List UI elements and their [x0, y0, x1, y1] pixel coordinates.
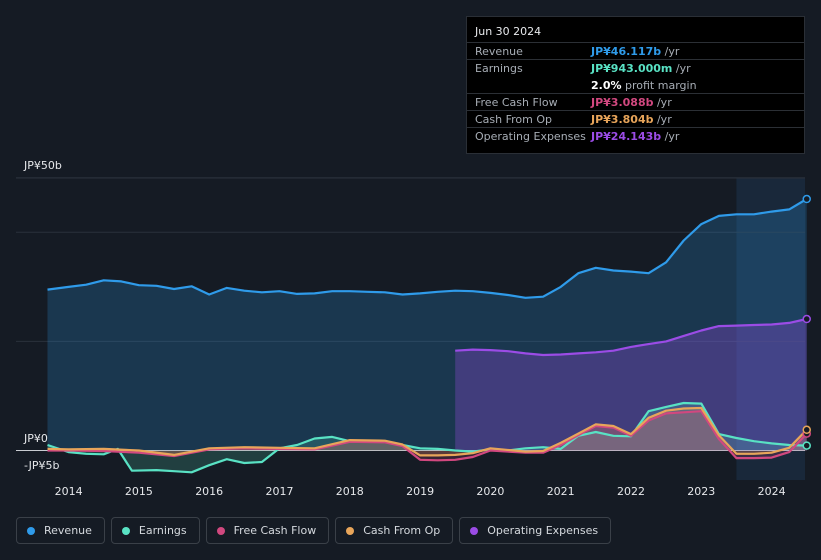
revenue-line: [47, 198, 808, 299]
legend-dot-icon: [121, 526, 130, 535]
data-tooltip: Jun 30 2024 Revenue JP¥46.117b /yr Earni…: [466, 16, 805, 154]
revenue-end-point: [802, 194, 811, 204]
tooltip-value: JP¥3.088b /yr: [591, 96, 672, 109]
x-tick-label: 2023: [687, 485, 715, 498]
operating-expenses-line: [455, 317, 807, 357]
legend-item-free-cash-flow[interactable]: Free Cash Flow: [205, 517, 330, 544]
legend-dot-icon: [346, 526, 355, 535]
x-tick-label: 2015: [125, 485, 153, 498]
tooltip-label: Operating Expenses: [475, 130, 586, 143]
tooltip-label: Earnings: [475, 62, 523, 75]
tooltip-value: 2.0% profit margin: [591, 79, 697, 92]
earnings-area: [47, 403, 807, 473]
x-tick-label: 2019: [406, 485, 434, 498]
legend-label: Earnings: [138, 524, 187, 537]
free-cash-flow-area: [47, 411, 807, 461]
earnings-line: [47, 401, 807, 474]
tooltip-label: Revenue: [475, 45, 523, 58]
operating-expenses-end-point: [802, 314, 811, 324]
tooltip-row-fcf: Free Cash Flow JP¥3.088b /yr: [467, 93, 804, 111]
x-tick-label: 2014: [55, 485, 83, 498]
cash-from-op-end-point: [802, 425, 811, 435]
y-axis-zero-label: JP¥0: [24, 432, 48, 445]
legend-label: Revenue: [44, 524, 92, 537]
y-axis-bottom-label: -JP¥5b: [24, 459, 60, 472]
legend-dot-icon: [27, 526, 35, 535]
operating-expenses-area: [455, 319, 807, 451]
cash-from-op-line: [47, 406, 808, 457]
earnings-end-point: [802, 441, 811, 450]
y-axis-top-label: JP¥50b: [24, 159, 62, 172]
legend-item-revenue[interactable]: Revenue: [16, 517, 105, 544]
tooltip-label: Cash From Op: [475, 113, 553, 126]
revenue-area: [47, 199, 807, 451]
legend-item-earnings[interactable]: Earnings: [110, 517, 200, 544]
x-tick-label: 2018: [336, 485, 364, 498]
tooltip-row-earnings: Earnings JP¥943.000m /yr: [467, 59, 804, 77]
tooltip-row-cfo: Cash From Op JP¥3.804b /yr: [467, 110, 804, 128]
tooltip-date: Jun 30 2024: [475, 25, 542, 38]
chart-legend: Revenue Earnings Free Cash Flow Cash Fro…: [16, 517, 612, 545]
tooltip-value: JP¥24.143b /yr: [591, 130, 680, 143]
tooltip-row-margin: 2.0% profit margin: [467, 76, 804, 94]
cash-from-op-area: [47, 408, 807, 456]
highlight-region: [736, 178, 805, 480]
legend-item-cash-from-op[interactable]: Cash From Op: [335, 517, 454, 544]
x-tick-label: 2016: [195, 485, 223, 498]
tooltip-row-revenue: Revenue JP¥46.117b /yr: [467, 42, 804, 60]
legend-label: Free Cash Flow: [233, 524, 317, 537]
x-tick-label: 2022: [617, 485, 645, 498]
plot-background: [16, 178, 805, 480]
x-tick-label: 2021: [547, 485, 575, 498]
tooltip-label: Free Cash Flow: [475, 96, 558, 109]
legend-label: Cash From Op: [363, 524, 441, 537]
tooltip-value: JP¥3.804b /yr: [591, 113, 672, 126]
tooltip-row-opex: Operating Expenses JP¥24.143b /yr: [467, 127, 804, 145]
x-tick-label: 2020: [476, 485, 504, 498]
tooltip-value: JP¥46.117b /yr: [591, 45, 680, 58]
legend-label: Operating Expenses: [487, 524, 599, 537]
x-tick-label: 2017: [265, 485, 293, 498]
legend-dot-icon: [216, 526, 225, 535]
legend-dot-icon: [470, 526, 479, 535]
legend-item-operating-expenses[interactable]: Operating Expenses: [459, 517, 612, 544]
tooltip-value: JP¥943.000m /yr: [591, 62, 691, 75]
x-tick-label: 2024: [758, 485, 786, 498]
